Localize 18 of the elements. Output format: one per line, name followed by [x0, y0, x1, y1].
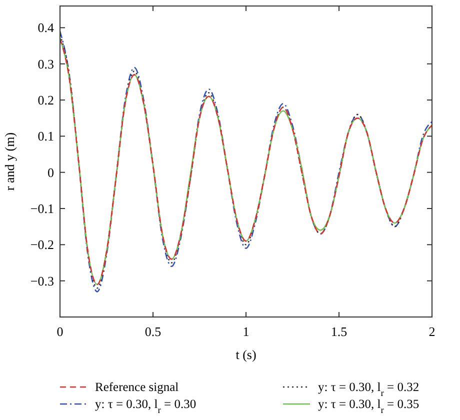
- x-tick-label: 1: [242, 324, 250, 339]
- y-tick-label: 0.2: [38, 92, 54, 108]
- y-tick-label: −0.2: [30, 237, 54, 252]
- y-tick-label: 0.1: [38, 128, 54, 144]
- y-tick-label: 0.3: [38, 56, 54, 72]
- legend-label: Reference signal: [95, 380, 180, 394]
- x-tick-label: 1.5: [330, 324, 348, 339]
- legend-label: y: τ = 0.30, l$_{r}$ = 0.35: [318, 397, 420, 416]
- y-axis-title: r and y (m): [2, 132, 17, 191]
- x-tick-label: 2: [428, 324, 436, 339]
- y-tick-label: −0.3: [30, 273, 54, 288]
- y-tick-label: 0: [48, 164, 54, 180]
- x-axis-title: t (s): [236, 347, 256, 362]
- legend-label: y: τ = 0.30, l$_{r}$ = 0.32: [318, 380, 420, 399]
- y-tick-label: −0.1: [30, 201, 54, 216]
- x-tick-label: 0.5: [144, 324, 162, 339]
- y-tick-label: 0.4: [38, 20, 54, 36]
- legend-label: y: τ = 0.30, l$_{r}$ = 0.30: [95, 397, 196, 416]
